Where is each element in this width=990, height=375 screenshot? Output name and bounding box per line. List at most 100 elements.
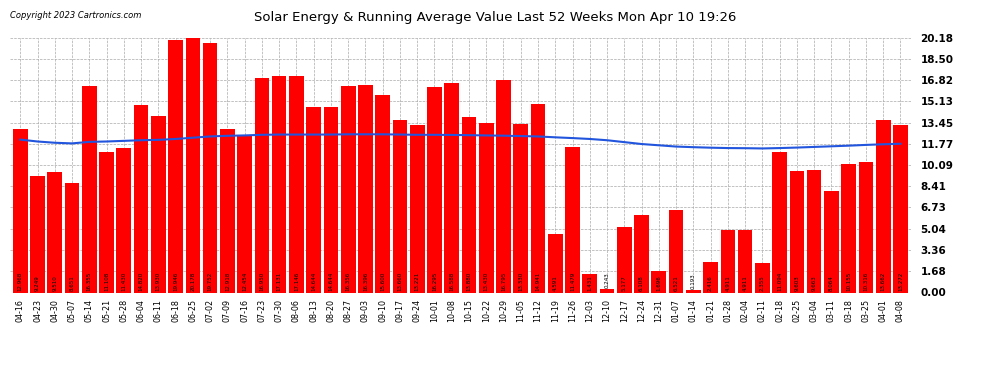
Bar [203,43,218,292]
Bar [893,125,908,292]
Text: 10.155: 10.155 [846,272,851,291]
Text: 16.588: 16.588 [449,272,454,291]
Text: 16.356: 16.356 [346,272,350,291]
Text: 14.644: 14.644 [329,272,334,291]
Bar [358,86,373,292]
Bar [858,162,873,292]
Bar [220,129,235,292]
Bar [686,290,701,292]
Text: 9.603: 9.603 [794,275,799,291]
Bar [790,171,804,292]
Text: 16.396: 16.396 [363,272,368,291]
Text: 12.918: 12.918 [225,272,230,291]
Text: 6.521: 6.521 [673,275,678,291]
Bar [651,271,666,292]
Text: 17.131: 17.131 [276,272,281,291]
Bar [341,86,355,292]
Text: 13.880: 13.880 [466,272,471,291]
Text: 13.221: 13.221 [415,272,420,291]
Bar [99,152,114,292]
Bar [82,86,97,292]
Text: 4.911: 4.911 [726,275,731,291]
Text: 14.644: 14.644 [311,272,316,291]
Text: 15.600: 15.600 [380,272,385,291]
Bar [185,38,200,292]
Text: 14.941: 14.941 [536,272,541,291]
Text: 9.249: 9.249 [35,275,40,291]
Bar [254,78,269,292]
Bar [427,87,442,292]
Bar [531,104,545,292]
Text: Copyright 2023 Cartronics.com: Copyright 2023 Cartronics.com [10,11,142,20]
Text: 0.193: 0.193 [691,273,696,289]
Bar [721,231,736,292]
Text: 11.479: 11.479 [570,272,575,291]
Text: 1.696: 1.696 [656,275,661,291]
Bar [289,76,304,292]
Bar [582,274,597,292]
Bar [48,172,62,292]
Bar [134,105,148,292]
Bar [461,117,476,292]
Bar [306,108,321,292]
Text: 13.660: 13.660 [397,272,403,291]
Text: 11.108: 11.108 [104,272,109,291]
Text: 19.752: 19.752 [208,272,213,291]
Text: 16.795: 16.795 [501,272,506,291]
Bar [547,234,562,292]
Bar [635,215,648,292]
Text: 12.968: 12.968 [18,272,23,291]
Bar [272,76,286,292]
Text: 10.316: 10.316 [863,272,868,291]
Bar [13,129,28,292]
Bar [151,117,165,292]
Bar [445,83,459,292]
Text: 13.330: 13.330 [518,272,524,291]
Bar [807,170,822,292]
Text: 16.355: 16.355 [87,272,92,291]
Text: 0.243: 0.243 [605,272,610,288]
Bar [375,95,390,292]
Bar [824,190,839,292]
Text: 8.064: 8.064 [829,275,834,291]
Text: 9.663: 9.663 [812,275,817,291]
Text: 4.591: 4.591 [552,275,557,291]
Text: 4.911: 4.911 [742,275,747,291]
Bar [738,231,752,292]
Bar [842,164,856,292]
Bar [393,120,407,292]
Bar [238,135,251,292]
Text: 16.295: 16.295 [432,272,437,291]
Bar [117,148,131,292]
Text: 16.950: 16.950 [259,272,264,291]
Text: Solar Energy & Running Average Value Last 52 Weeks Mon Apr 10 19:26: Solar Energy & Running Average Value Las… [253,11,737,24]
Text: 14.820: 14.820 [139,272,144,291]
Bar [565,147,580,292]
Bar [755,263,769,292]
Text: 13.930: 13.930 [155,272,160,291]
Bar [600,290,615,292]
Bar [479,123,494,292]
Text: 8.651: 8.651 [69,275,74,291]
Bar [617,227,632,292]
Bar [669,210,683,292]
Text: 6.108: 6.108 [640,275,644,291]
Bar [64,183,79,292]
Text: 17.146: 17.146 [294,272,299,291]
Bar [876,120,891,292]
Bar [410,125,425,292]
Bar [703,262,718,292]
Bar [496,80,511,292]
Text: 12.454: 12.454 [243,272,248,291]
Bar [30,176,45,292]
Bar [514,124,528,292]
Text: 1.431: 1.431 [587,275,592,291]
Text: 11.094: 11.094 [777,272,782,291]
Text: 13.662: 13.662 [881,272,886,291]
Bar [324,108,339,292]
Text: 13.272: 13.272 [898,272,903,291]
Text: 5.177: 5.177 [622,275,627,291]
Text: 11.430: 11.430 [122,272,127,291]
Text: 9.510: 9.510 [52,275,57,291]
Text: 2.355: 2.355 [760,275,765,291]
